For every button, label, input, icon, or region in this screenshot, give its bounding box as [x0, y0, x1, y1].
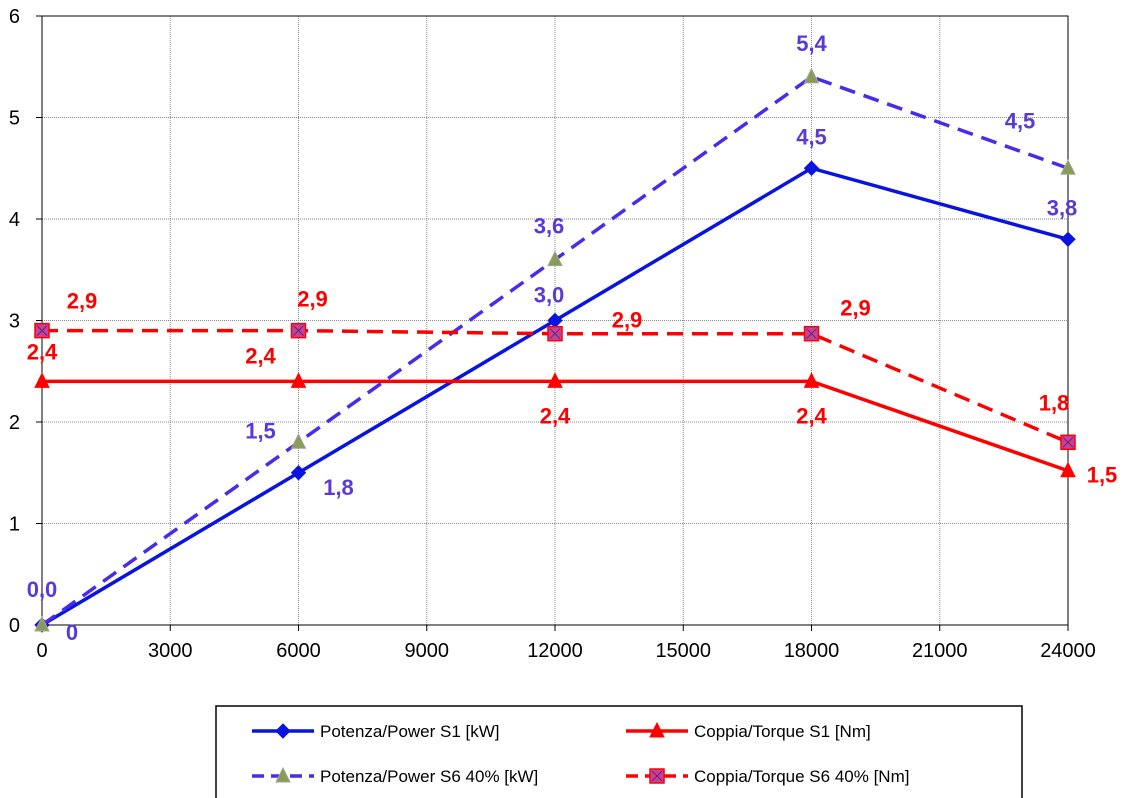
series-2-point	[34, 372, 50, 388]
data-label: 4,5	[1005, 108, 1036, 133]
series-1-point	[290, 465, 307, 481]
series-4-point	[547, 325, 563, 342]
series-1-point	[803, 160, 820, 176]
y-tick-label: 5	[9, 108, 20, 130]
series-2-point	[1060, 461, 1076, 478]
series-4-point	[1060, 434, 1076, 451]
legend-swatch-marker	[649, 768, 665, 784]
series-4-point	[290, 322, 307, 339]
data-label: 2,4	[27, 339, 58, 364]
data-label: 1,8	[323, 475, 354, 500]
y-tick-label: 2	[9, 412, 20, 434]
x-tick-label: 9000	[405, 640, 450, 662]
legend-swatch-marker	[275, 766, 291, 783]
data-label: 3,8	[1047, 195, 1078, 220]
series-4-point	[803, 325, 820, 342]
series-2-point	[803, 372, 820, 388]
legend-label: Coppia/Torque S6 40% [Nm]	[694, 767, 909, 786]
legend-label: Coppia/Torque S1 [Nm]	[694, 722, 871, 741]
series-4-point	[34, 322, 50, 339]
data-label: 2,4	[796, 403, 827, 428]
legend-swatch-marker	[649, 721, 665, 738]
data-label: 1,8	[1039, 390, 1070, 415]
data-label: 2,4	[540, 403, 571, 428]
legend-item: Potenza/Power S6 40% [kW]	[252, 766, 538, 786]
data-label: 5,4	[796, 31, 827, 56]
y-tick-label: 4	[9, 209, 20, 231]
data-label: 1,5	[1087, 463, 1118, 488]
y-tick-label: 1	[9, 514, 20, 536]
data-label: 2,4	[245, 343, 276, 368]
data-label: 2,9	[840, 296, 871, 321]
x-tick-label: 6000	[276, 640, 321, 662]
series-3-point	[34, 615, 50, 632]
x-tick-label: 3000	[148, 640, 193, 662]
series-1-point	[1060, 231, 1076, 248]
y-tick-label: 3	[9, 311, 20, 333]
x-tick-label: 15000	[655, 640, 711, 662]
series-3-point	[547, 250, 563, 267]
series-2-point	[290, 372, 307, 388]
legend-swatch-marker	[275, 723, 291, 739]
series-lines	[34, 67, 1076, 633]
data-label: 0,0	[27, 577, 58, 602]
data-label: 4,5	[796, 124, 827, 149]
legend-item: Coppia/Torque S1 [Nm]	[626, 721, 871, 741]
y-tick-label: 6	[9, 6, 20, 28]
legend: Potenza/Power S1 [kW] Coppia/Torque S1 [N…	[215, 705, 1023, 798]
x-tick-label: 18000	[784, 640, 840, 662]
data-label: 3,6	[534, 214, 565, 239]
data-label: 1,5	[245, 418, 276, 443]
x-tick-label: 0	[36, 640, 47, 662]
legend-box	[215, 705, 1023, 798]
series-2-point	[547, 372, 563, 388]
axis-tick-labels: 0 3000 6000 9000 12000 15000 18000 21000 24000 0 1…	[9, 6, 1096, 662]
x-tick-label: 12000	[527, 640, 583, 662]
data-label: 3,0	[534, 283, 565, 308]
series-3-point	[290, 433, 307, 449]
data-label: 2,9	[67, 289, 98, 314]
data-label: 2,9	[297, 287, 328, 312]
data-labels: 0 1,8 3,0 4,5 3,8 2,4 2,4 2,4 2,4 1,5 0,0 1,5 3,6 5,4…	[27, 31, 1118, 645]
x-tick-label: 21000	[912, 640, 968, 662]
x-tick-label: 24000	[1040, 640, 1096, 662]
legend-label: Potenza/Power S1 [kW]	[320, 722, 500, 741]
y-tick-label: 0	[9, 615, 20, 637]
legend-item: Potenza/Power S1 [kW]	[252, 722, 500, 741]
legend-item: Coppia/Torque S6 40% [Nm]	[626, 767, 909, 786]
data-label: 0	[66, 620, 78, 645]
legend-label: Potenza/Power S6 40% [kW]	[320, 767, 538, 786]
series-3-point	[803, 67, 820, 84]
series-3-point	[1060, 159, 1076, 175]
data-label: 2,9	[612, 308, 643, 333]
